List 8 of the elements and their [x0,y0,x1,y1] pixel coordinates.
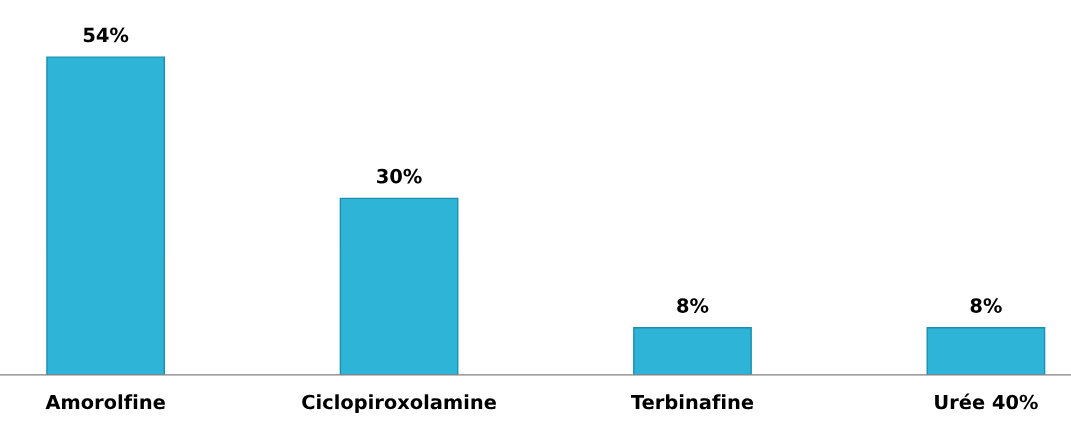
data-label: 54% [83,27,129,43]
x-tick-label: Urée 40% [935,393,1038,410]
data-label: 8% [970,298,1002,313]
data-label: 8% [677,298,709,313]
x-tick-label: Terbinafine [630,394,754,410]
x-tick-label: Ciclopiroxolamine [302,394,496,414]
x-tick-label: Amorolfine [45,394,165,410]
data-label: 30% [377,168,422,184]
